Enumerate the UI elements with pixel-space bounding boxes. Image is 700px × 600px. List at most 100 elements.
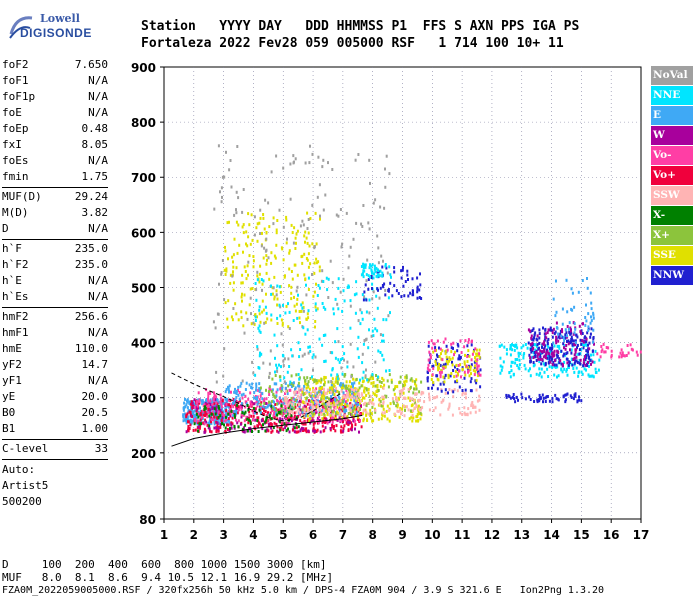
echo-point	[410, 415, 413, 419]
echo-point	[291, 402, 294, 406]
echo-point	[420, 390, 423, 394]
param-value: 29.24	[74, 190, 108, 203]
echo-point	[264, 320, 267, 324]
echo-point	[236, 251, 239, 255]
echo-point	[229, 281, 232, 285]
echo-point	[364, 408, 367, 412]
echo-point	[315, 381, 318, 385]
echo-point	[314, 305, 317, 309]
echo-point	[532, 356, 535, 359]
x-tick-label: 7	[339, 528, 347, 542]
echo-point	[590, 374, 593, 378]
echo-point	[362, 370, 365, 374]
echo-point	[349, 299, 352, 303]
echo-point	[380, 254, 383, 258]
echo-point	[414, 392, 417, 396]
echo-point	[541, 342, 544, 346]
echo-point	[254, 313, 256, 317]
echo-point	[538, 398, 541, 402]
echo-point	[280, 412, 283, 416]
param-label: hmF1	[2, 326, 29, 339]
echo-point	[359, 412, 362, 415]
legend-vo: Vo+	[651, 166, 693, 185]
echo-point	[300, 309, 303, 313]
echo-point	[294, 403, 297, 406]
echo-point	[244, 410, 247, 414]
echo-point	[357, 403, 360, 406]
echo-point	[276, 425, 279, 429]
echo-point	[327, 161, 329, 165]
echo-point	[377, 389, 380, 392]
echo-point	[313, 290, 316, 294]
echo-point	[381, 265, 384, 269]
echo-point	[243, 331, 246, 335]
echo-point	[387, 385, 390, 389]
echo-point	[420, 297, 423, 300]
echo-point	[363, 386, 366, 390]
echo-point	[532, 364, 535, 368]
echo-point	[290, 285, 293, 289]
echo-point	[297, 373, 300, 376]
echo-point	[357, 415, 359, 419]
echo-point	[443, 380, 446, 384]
echo-point	[520, 346, 523, 350]
echo-point	[197, 425, 200, 429]
echo-point	[318, 413, 321, 417]
echo-point	[242, 231, 245, 235]
echo-point	[371, 297, 374, 301]
param-mufd: MUF(D) 29.24	[2, 190, 108, 206]
echo-point	[372, 391, 375, 395]
echo-point	[418, 288, 421, 292]
echo-point	[328, 390, 331, 394]
echo-point	[256, 397, 258, 401]
echo-point	[301, 261, 304, 265]
echo-point	[235, 412, 238, 416]
echo-point	[310, 399, 313, 403]
echo-point	[584, 316, 587, 319]
param-label: fmin	[2, 170, 29, 183]
echo-point	[330, 373, 333, 377]
echo-point	[216, 402, 219, 406]
echo-point	[291, 277, 294, 281]
echo-point	[589, 291, 592, 295]
echo-point	[349, 326, 352, 330]
echo-point	[278, 375, 281, 379]
echo-point	[285, 241, 288, 245]
echo-point	[336, 410, 338, 414]
echo-point	[331, 423, 334, 427]
echo-point	[349, 304, 352, 308]
echo-point	[240, 393, 243, 397]
echo-point	[564, 333, 567, 337]
echo-point	[592, 311, 595, 315]
param-ye: yE 20.0	[2, 390, 108, 406]
echo-point	[372, 402, 375, 406]
echo-point	[562, 336, 565, 340]
echo-point	[404, 383, 407, 387]
echo-point	[223, 298, 226, 302]
echo-point	[240, 295, 243, 299]
echo-point	[327, 380, 330, 384]
echo-point	[591, 360, 594, 364]
echo-point	[295, 241, 297, 245]
echo-point	[461, 366, 464, 370]
echo-point	[373, 272, 375, 276]
echo-point	[546, 367, 549, 371]
echo-point	[474, 347, 477, 351]
echo-point	[338, 391, 340, 395]
echo-point	[315, 261, 318, 265]
echo-point	[207, 394, 210, 398]
echo-point	[214, 412, 217, 416]
echo-point	[550, 358, 553, 362]
echo-point	[472, 350, 475, 354]
echo-point	[629, 343, 632, 347]
echo-point	[327, 277, 330, 281]
echo-point	[390, 380, 393, 384]
echo-point	[296, 316, 299, 320]
echo-point	[271, 292, 274, 296]
param-label: h`Es	[2, 290, 29, 303]
echo-point	[313, 403, 316, 407]
echo-point	[427, 358, 430, 362]
echo-point	[502, 360, 505, 364]
echo-point	[538, 341, 541, 345]
echo-point	[411, 277, 414, 281]
